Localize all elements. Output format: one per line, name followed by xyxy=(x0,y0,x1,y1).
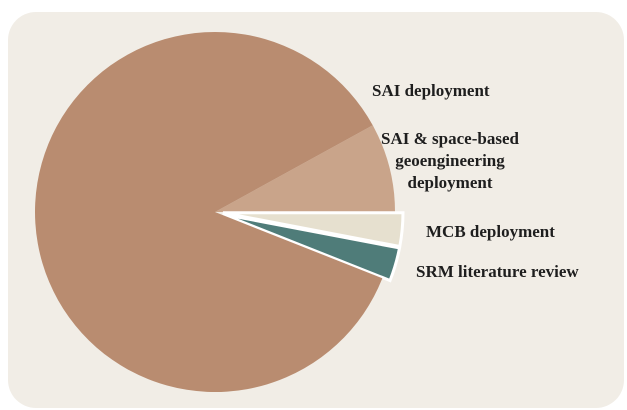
card: SAI & space-based geoengineering deploym… xyxy=(8,12,624,408)
slice-label: SRM literature review xyxy=(416,262,579,281)
slice-label: MCB deployment xyxy=(426,222,555,241)
pie-slice xyxy=(222,212,402,283)
pie-slice xyxy=(222,211,405,249)
pie-slice xyxy=(34,32,383,393)
slice-label: SAI & space-based geoengineering deploym… xyxy=(381,129,519,192)
chart xyxy=(34,32,405,393)
slice-label: SAI deployment xyxy=(372,81,490,100)
pie-slice xyxy=(215,125,395,212)
